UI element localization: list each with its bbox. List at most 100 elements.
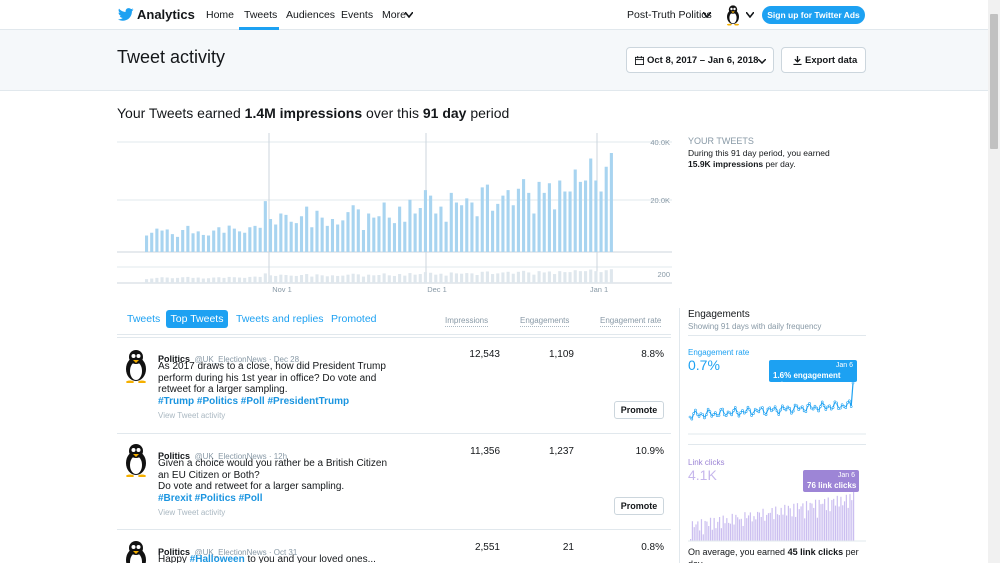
secondary-bar: [506, 271, 510, 283]
engagement-rate-point: [791, 409, 795, 413]
nav-tweets[interactable]: Tweets: [244, 9, 278, 21]
engagement-rate-point: [817, 409, 820, 413]
link-clicks-bar: [813, 507, 815, 541]
link-clicks-bar: [809, 502, 811, 541]
engagement-rate-point: [781, 404, 784, 408]
tweet-avatar[interactable]: [121, 349, 151, 383]
tweet-author[interactable]: Politics: [158, 547, 191, 557]
link-clicks-bar: [773, 519, 775, 541]
impressions-bar: [372, 217, 376, 252]
link-clicks-bars[interactable]: [688, 478, 866, 542]
view-tweet-activity-link[interactable]: View Tweet activity: [158, 508, 226, 517]
secondary-bar: [444, 275, 448, 283]
impressions-bar: [253, 225, 257, 252]
link-clicks-bar: [751, 521, 753, 541]
column-impressions[interactable]: Impressions: [445, 316, 489, 327]
chevron-down-icon[interactable]: [746, 12, 754, 18]
view-tweet-activity-link[interactable]: View Tweet activity: [158, 411, 226, 420]
impressions-bar: [475, 216, 479, 252]
engagement-rate-point: [811, 407, 815, 411]
engagement-rate-point: [839, 406, 842, 410]
your-tweets-title: YOUR TWEETS: [688, 136, 754, 146]
link-clicks-bar: [695, 524, 697, 541]
tweet-avatar[interactable]: [121, 443, 151, 477]
tweet-avatar[interactable]: [121, 540, 151, 563]
your-tweets-summary: YOUR TWEETS During this 91 day period, y…: [688, 136, 868, 171]
secondary-bar: [604, 270, 608, 283]
secondary-bar: [201, 278, 205, 283]
tweet-row[interactable]: Politics @UK_ElectionNews · Oct 31 Happy…: [117, 529, 671, 563]
secondary-bar: [222, 277, 226, 283]
secondary-bar: [480, 271, 484, 283]
secondary-bar: [248, 276, 252, 283]
engagement-rate-point: [730, 413, 733, 417]
engagement-rate-point: [800, 405, 804, 408]
impressions-bar: [578, 181, 582, 252]
export-data-button[interactable]: Export data: [781, 47, 866, 73]
column-engagement-rate[interactable]: Engagement rate: [600, 316, 662, 327]
tweet-author[interactable]: Politics: [158, 451, 191, 461]
tweet-meta: @UK_ElectionNews · Oct 31: [194, 548, 298, 557]
link-clicks-bar: [713, 517, 715, 541]
link-clicks-bar: [744, 512, 746, 541]
tweet-hashtags[interactable]: #Trump #Politics #Poll #PresidentTrump: [158, 395, 350, 407]
scrollbar-thumb[interactable]: [990, 14, 998, 149]
twitter-bird-icon[interactable]: [118, 8, 134, 21]
tab-top-tweets[interactable]: Top Tweets: [166, 310, 228, 328]
secondary-bar: [429, 272, 433, 283]
impressions-bar: [460, 205, 464, 252]
link-clicks-bar: [691, 521, 694, 541]
secondary-bar: [320, 275, 324, 283]
nav-audiences[interactable]: Audiences: [286, 9, 336, 21]
secondary-bar: [547, 271, 551, 283]
engagement-rate-point: [748, 408, 752, 412]
tweet-row[interactable]: Politics @UK_ElectionNews · Dec 28 As 20…: [117, 337, 671, 433]
brand-title[interactable]: Analytics: [137, 7, 195, 22]
link-clicks-bar: [760, 516, 762, 541]
impressions-bar: [206, 235, 211, 252]
tab-promoted[interactable]: Promoted: [331, 313, 377, 325]
nav-events[interactable]: Events: [341, 9, 374, 21]
nav-home[interactable]: Home: [206, 9, 235, 21]
impressions-bar: [454, 202, 458, 252]
secondary-bar: [403, 275, 407, 283]
impressions-bar: [191, 233, 195, 252]
impressions-bar: [387, 217, 391, 252]
column-engagements[interactable]: Engagements: [520, 316, 570, 327]
link-clicks-bar: [733, 524, 735, 541]
tweet-hashtags[interactable]: #Halloween: [189, 554, 245, 563]
account-switcher[interactable]: Post-Truth Politics: [627, 9, 712, 21]
link-clicks-bar: [843, 501, 846, 541]
y-tick-label: 40.0K: [650, 138, 670, 147]
nav-more[interactable]: More: [382, 9, 406, 21]
engagement-rate-point: [822, 404, 826, 407]
impressions-bar: [310, 227, 314, 252]
date-range-button[interactable]: Oct 8, 2017 – Jan 6, 2018: [626, 47, 774, 73]
tweet-hashtags[interactable]: #Brexit #Politics #Poll: [158, 492, 263, 504]
tweet-row[interactable]: Politics @UK_ElectionNews · 12h Given a …: [117, 433, 671, 529]
promote-button[interactable]: Promote: [614, 497, 664, 515]
impressions-bar: [232, 228, 236, 252]
engagement-rate-point: [746, 405, 750, 409]
link-clicks-bar: [709, 517, 712, 541]
secondary-bar: [609, 269, 613, 283]
tabs-divider: [117, 334, 671, 335]
signup-ads-button[interactable]: Sign up for Twitter Ads: [762, 6, 865, 24]
tab-tweets[interactable]: Tweets: [127, 313, 161, 325]
tweet-author[interactable]: Politics: [158, 354, 191, 364]
engagement-rate-point: [806, 404, 810, 407]
impressions-bar: [263, 201, 267, 252]
impressions-bar: [434, 213, 438, 252]
promote-button[interactable]: Promote: [614, 401, 664, 419]
link-clicks-bar: [787, 505, 789, 541]
date-range-label: Oct 8, 2017 – Jan 6, 2018: [647, 55, 759, 66]
secondary-bar: [253, 276, 257, 283]
tab-tweets-and-replies[interactable]: Tweets and replies: [236, 313, 324, 325]
engagement-rate-point: [697, 415, 701, 418]
engagement-rate-sparkline[interactable]: [688, 357, 866, 435]
profile-avatar[interactable]: [724, 4, 742, 26]
impressions-bar: [465, 198, 469, 252]
link-clicks-bar: [836, 495, 838, 541]
engagement-rate-point: [772, 407, 775, 411]
impressions-bar: [377, 216, 381, 252]
